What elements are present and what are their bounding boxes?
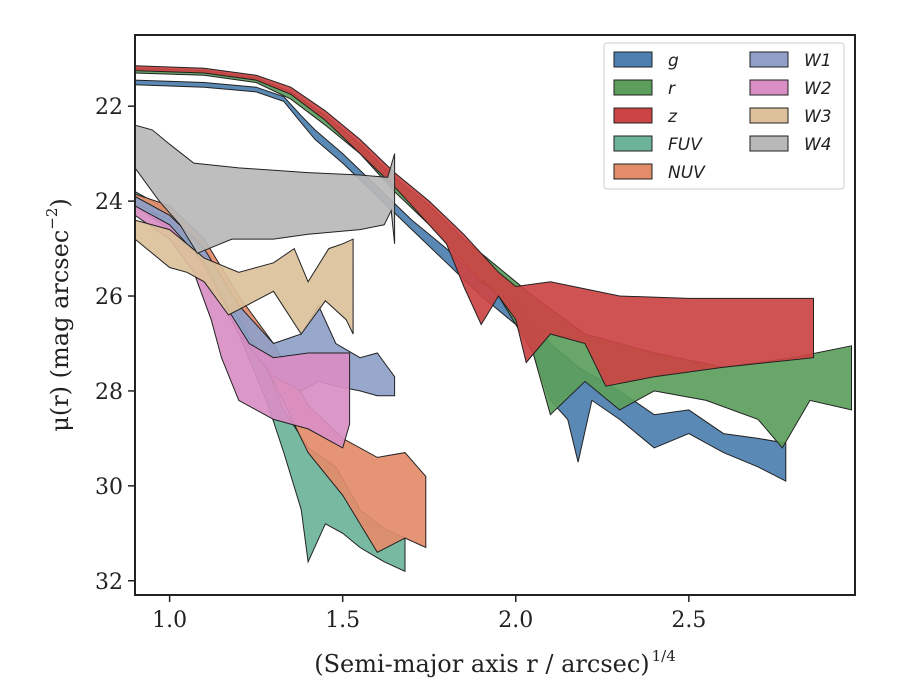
legend-label-r: r bbox=[668, 79, 676, 99]
ticks-layer: 1.0 1.5 2.0 2.5 22 24 26 28 30 32 bbox=[95, 95, 706, 633]
y-tick-label: 30 bbox=[95, 475, 123, 500]
legend: grz FUV NUV W1 W2 W3 W4 bbox=[603, 42, 845, 190]
plot-frame bbox=[134, 34, 856, 596]
series-layer bbox=[134, 65, 852, 573]
legend-swatch-w1 bbox=[749, 51, 789, 68]
x-tick-label: 1.5 bbox=[325, 608, 360, 633]
series-band-w4 bbox=[134, 124, 396, 254]
y-tick-label: 32 bbox=[95, 570, 123, 595]
legend-label-w1: W1 bbox=[804, 51, 832, 71]
legend-swatch-w4 bbox=[749, 135, 789, 152]
legend-swatch-g bbox=[613, 51, 653, 68]
legend-swatch-z bbox=[613, 107, 653, 124]
y-tick-label: 26 bbox=[95, 285, 123, 310]
y-tick-label: 28 bbox=[95, 380, 123, 405]
x-tick-label: 1.0 bbox=[152, 608, 187, 633]
legend-swatch-fuv bbox=[613, 135, 653, 152]
legend-swatch-nuv bbox=[613, 163, 653, 180]
legend-label-g: g bbox=[668, 51, 679, 71]
y-axis-title: μ(r) (mag arcsec−2) bbox=[43, 198, 74, 432]
x-tick-label: 2.5 bbox=[671, 608, 706, 633]
legend-swatch-w3 bbox=[749, 107, 789, 124]
legend-label-w4: W4 bbox=[804, 135, 832, 155]
y-axis-title-sup: −2 bbox=[43, 208, 61, 230]
legend-swatch-r bbox=[613, 79, 653, 96]
legend-swatch-w2 bbox=[749, 79, 789, 96]
legend-label-w3: W3 bbox=[804, 107, 832, 127]
x-axis-title-sup: 1/4 bbox=[652, 647, 676, 665]
legend-label-nuv: NUV bbox=[668, 163, 706, 183]
y-tick-label: 22 bbox=[95, 95, 123, 120]
legend-label-w2: W2 bbox=[804, 79, 832, 99]
series-band-w3 bbox=[134, 219, 354, 335]
x-axis-title: (Semi-major axis r / arcsec) 1/4 bbox=[314, 647, 676, 678]
x-tick-label: 2.0 bbox=[498, 608, 533, 633]
y-tick-label: 24 bbox=[95, 190, 123, 215]
legend-label-fuv: FUV bbox=[668, 135, 703, 155]
legend-label-z: z bbox=[667, 107, 678, 127]
